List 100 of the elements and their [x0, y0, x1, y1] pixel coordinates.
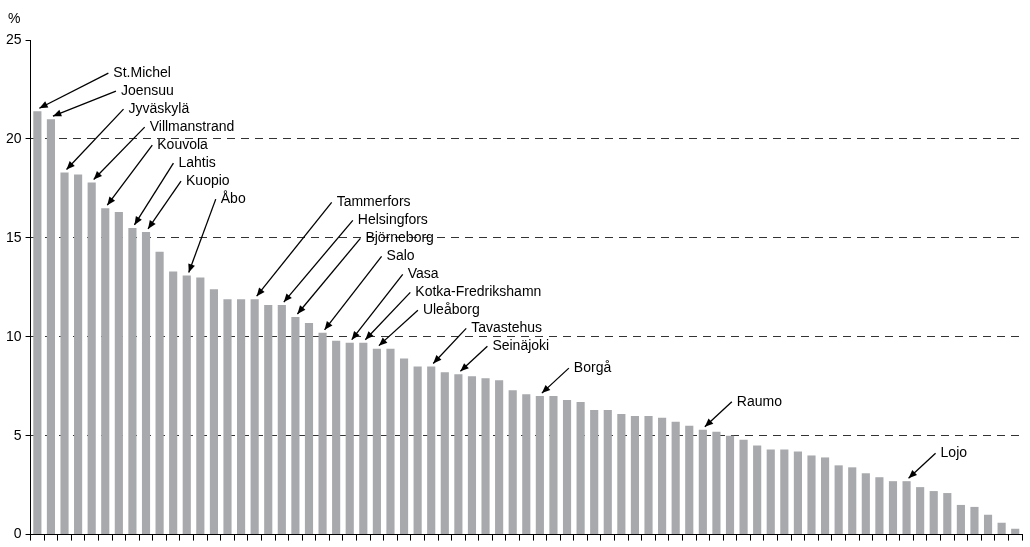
bar: [535, 396, 544, 535]
annotation: Åbo: [220, 190, 246, 206]
bar: [916, 487, 925, 535]
bar: [603, 409, 612, 535]
bar: [101, 208, 110, 535]
annotation: Salo: [386, 247, 415, 264]
bar: [481, 378, 490, 535]
bar: [169, 271, 178, 535]
bar: [250, 299, 259, 535]
bar: [413, 366, 422, 535]
bar: [495, 380, 504, 535]
bar: [983, 514, 993, 535]
bar: [223, 299, 232, 535]
bar: [970, 506, 979, 535]
bar: [725, 435, 735, 535]
bar: [182, 275, 191, 535]
bar: [386, 348, 395, 535]
bar: [793, 451, 802, 535]
annotation: Joensuu: [120, 82, 174, 98]
bar: [590, 409, 599, 535]
annotation: Lojo: [940, 444, 968, 461]
bar: [372, 348, 381, 535]
bar: [291, 316, 300, 535]
bar: [264, 305, 273, 535]
annotation: Borgå: [573, 358, 612, 375]
annotation: Lahtis: [178, 154, 216, 170]
bar: [60, 172, 69, 535]
bar: [277, 305, 286, 535]
annotation: Villmanstrand: [149, 118, 235, 134]
bar: [766, 449, 775, 535]
annotation: Seinäjoki: [492, 337, 550, 354]
bar: [1011, 528, 1020, 535]
bar: [698, 429, 707, 535]
bar: [359, 342, 368, 535]
annotation: Kotka-Fredrikshamn: [415, 283, 542, 300]
bar: [440, 372, 449, 535]
annotation: Helsingfors: [357, 211, 428, 228]
bar: [630, 415, 640, 535]
bar: [997, 522, 1006, 535]
y-tick-label: 25: [5, 30, 22, 47]
bar: [712, 431, 721, 535]
annotation: Uleåborg: [422, 301, 480, 318]
bar: [821, 457, 830, 535]
bar: [399, 358, 409, 535]
bar: [304, 322, 314, 535]
bar: [576, 402, 585, 535]
annotation: Kouvola: [157, 136, 209, 152]
bar: [33, 111, 42, 535]
annotation: Raumo: [736, 392, 783, 409]
bar: [671, 421, 680, 535]
bar: [522, 394, 531, 535]
bar: [929, 491, 938, 535]
bar: [454, 374, 463, 535]
bar: [508, 390, 517, 535]
bar: [427, 366, 436, 535]
bar: [753, 445, 762, 535]
bar: [617, 413, 626, 535]
y-tick-label: 15: [5, 228, 22, 245]
annotation: Björneborg: [365, 229, 434, 246]
y-tick-label: 20: [5, 129, 22, 146]
bar: [644, 415, 653, 535]
bar: [739, 439, 748, 535]
bar: [780, 449, 789, 535]
bar: [196, 277, 205, 535]
bar: [562, 400, 572, 535]
bar: [861, 473, 870, 535]
bar: [345, 342, 354, 535]
bar: [209, 289, 218, 535]
bar: [888, 481, 898, 535]
bar: [875, 477, 884, 535]
annotation: Jyväskylä: [128, 100, 190, 116]
bar: [237, 299, 246, 535]
annotation: Tavastehus: [471, 319, 543, 336]
bar: [467, 376, 477, 535]
bar: [956, 504, 965, 535]
bar: [658, 417, 667, 535]
y-tick-label: 5: [13, 426, 22, 443]
y-tick-label: 0: [13, 525, 22, 542]
bar: [685, 425, 694, 535]
bar: [114, 212, 123, 535]
bar: [943, 493, 952, 535]
y-tick-label: 10: [5, 327, 22, 344]
bar: [128, 227, 137, 535]
bar: [332, 340, 341, 535]
bar: [155, 251, 164, 535]
bar: [807, 455, 816, 535]
annotation: St.Michel: [113, 64, 171, 80]
bar: [74, 174, 83, 535]
bar: [848, 467, 857, 535]
bar: [318, 332, 327, 535]
bar: [87, 182, 96, 535]
y-axis-title: %: [8, 9, 21, 26]
annotation: Tammerfors: [336, 193, 411, 210]
bar: [46, 119, 56, 535]
annotation: Vasa: [407, 265, 439, 282]
bar: [141, 231, 151, 535]
bar: [549, 396, 558, 535]
annotation: Kuopio: [186, 172, 230, 188]
bar: [902, 481, 911, 535]
bar: [834, 465, 843, 535]
